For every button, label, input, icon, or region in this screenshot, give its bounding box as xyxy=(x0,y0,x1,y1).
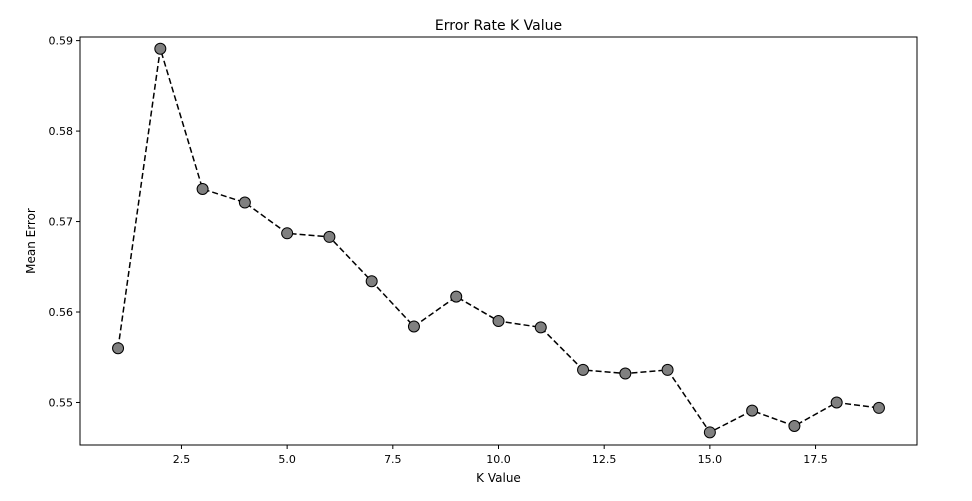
data-point-marker xyxy=(577,363,590,376)
data-point-marker xyxy=(703,426,716,439)
x-tick-label: 15.0 xyxy=(698,453,723,466)
y-tick-label: 0.58 xyxy=(49,125,74,138)
x-tick-label: 17.5 xyxy=(803,453,828,466)
data-point-marker xyxy=(830,396,843,409)
x-tick-label: 7.5 xyxy=(384,453,402,466)
y-tick-label: 0.59 xyxy=(49,35,74,48)
x-tick-label: 12.5 xyxy=(592,453,617,466)
data-point-marker xyxy=(661,363,674,376)
data-point-marker xyxy=(534,321,547,334)
data-point-marker xyxy=(407,320,420,333)
y-tick-label: 0.57 xyxy=(49,216,74,229)
data-point-marker xyxy=(196,182,209,195)
data-point-marker xyxy=(112,342,125,355)
x-axis-label: K Value xyxy=(476,471,521,485)
data-point-marker xyxy=(450,290,463,303)
chart-title: Error Rate K Value xyxy=(435,18,562,34)
x-tick-label: 2.5 xyxy=(173,453,191,466)
x-tick-label: 5.0 xyxy=(278,453,296,466)
data-point-marker xyxy=(872,401,885,414)
y-axis-label: Mean Error xyxy=(24,208,38,274)
data-point-marker xyxy=(281,227,294,240)
data-point-marker xyxy=(365,275,378,288)
data-point-marker xyxy=(492,315,505,328)
data-point-marker xyxy=(238,196,251,209)
data-point-marker xyxy=(154,42,167,55)
series-group xyxy=(112,42,885,439)
x-axis: 2.5 5.0 7.5 10.0 12.5 15.0 17.5 xyxy=(173,445,828,466)
y-tick-label: 0.55 xyxy=(49,396,74,409)
data-point-marker xyxy=(619,367,632,380)
data-point-marker xyxy=(323,230,336,243)
y-tick-label: 0.56 xyxy=(49,306,74,319)
y-axis: 0.55 0.56 0.57 0.58 0.59 xyxy=(49,35,80,409)
data-point-marker xyxy=(746,404,759,417)
x-tick-label: 10.0 xyxy=(486,453,511,466)
data-point-marker xyxy=(788,420,801,433)
